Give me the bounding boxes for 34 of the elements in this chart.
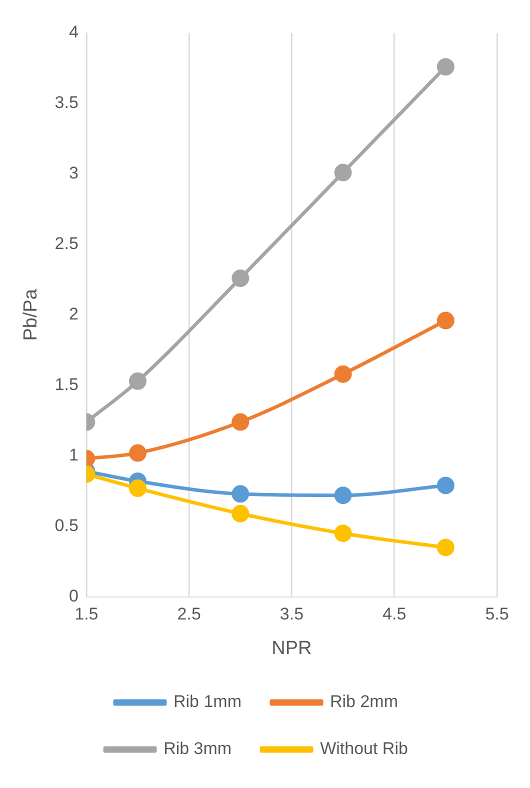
point bbox=[129, 372, 147, 390]
y-tick-label: 2.5 bbox=[54, 234, 78, 254]
x-tick-label: 3.5 bbox=[280, 604, 304, 624]
point bbox=[436, 312, 454, 330]
legend-label: Rib 3mm bbox=[164, 739, 232, 758]
point bbox=[334, 164, 352, 182]
x-tick-label: 4.5 bbox=[382, 604, 406, 624]
point bbox=[232, 270, 250, 288]
legend-label: Without Rib bbox=[320, 739, 408, 758]
point bbox=[232, 504, 250, 522]
y-tick-label: 2 bbox=[68, 304, 78, 324]
point bbox=[129, 480, 147, 498]
point bbox=[436, 538, 454, 556]
point bbox=[436, 58, 454, 76]
point bbox=[334, 524, 352, 542]
legend-label: Rib 2mm bbox=[330, 692, 398, 712]
y-tick-label: 0.5 bbox=[54, 516, 78, 536]
y-tick-label: 0 bbox=[68, 586, 78, 606]
point bbox=[334, 365, 352, 383]
point bbox=[232, 485, 250, 503]
y-tick-label: 1.5 bbox=[54, 375, 78, 394]
point bbox=[334, 486, 352, 504]
point bbox=[129, 444, 147, 462]
x-axis-title: NPR bbox=[272, 638, 312, 659]
y-tick-label: 4 bbox=[68, 22, 78, 42]
y-tick-label: 3 bbox=[68, 164, 78, 183]
y-tick-label: 1 bbox=[68, 446, 78, 465]
y-tick-label: 3.5 bbox=[54, 93, 78, 112]
x-tick-label: 2.5 bbox=[177, 604, 201, 624]
y-axis-title: Pb/Pa bbox=[20, 288, 42, 341]
x-tick-label: 5.5 bbox=[485, 604, 509, 624]
point bbox=[232, 413, 250, 431]
point bbox=[436, 476, 454, 494]
legend-label: Rib 1mm bbox=[173, 692, 242, 712]
